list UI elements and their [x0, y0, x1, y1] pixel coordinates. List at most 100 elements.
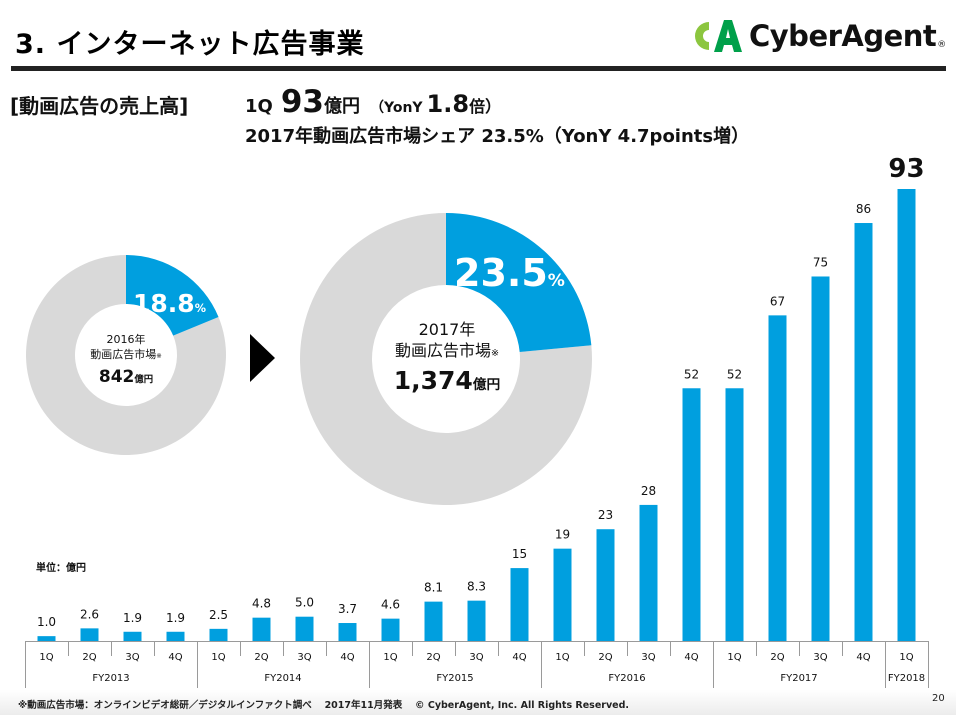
- donut-rest-slice: [300, 213, 592, 505]
- note-mark: ※: [156, 352, 162, 360]
- donut-rest-slice: [26, 255, 226, 455]
- title-divider: [11, 66, 946, 71]
- bar: [553, 548, 572, 641]
- quarter-tick-label: 3Q: [641, 652, 655, 663]
- bar-value-label: 93: [888, 154, 924, 184]
- bar: [123, 631, 142, 641]
- fiscal-year-label: FY2018: [888, 673, 925, 684]
- quarter-tick-label: 4Q: [684, 652, 698, 663]
- donut-year: 2016年: [106, 333, 146, 346]
- quarter-tick-label: 2Q: [254, 652, 268, 663]
- quarter-tick-label: 1Q: [383, 652, 397, 663]
- bar: [338, 623, 357, 641]
- donut-share-label-2016: 18.8%: [133, 289, 206, 318]
- quarter-tick-label: 4Q: [512, 652, 526, 663]
- bar-value-label: 4.8: [252, 597, 271, 611]
- donut-chart-2017: [300, 213, 592, 505]
- bar-value-label: 8.1: [424, 581, 443, 595]
- quarter-tick-label: 3Q: [813, 652, 827, 663]
- triangle-right-icon: [250, 334, 275, 382]
- bar-value-label: 1.9: [123, 611, 142, 625]
- bar: [725, 388, 744, 641]
- bar-value-label: 8.3: [467, 580, 486, 594]
- bar: [768, 315, 787, 641]
- cyberagent-logo: CyberAgent ®: [687, 14, 946, 58]
- market-text: 動画広告市場: [394, 341, 491, 360]
- fiscal-year-label: FY2013: [92, 673, 129, 684]
- headline-market-share: 2017年動画広告市場シェア 23.5%（YonY 4.7points増）: [245, 126, 750, 147]
- note-mark: ※: [490, 348, 500, 359]
- value-text: 1,374: [393, 366, 473, 395]
- bar-value-label: 1.0: [37, 615, 56, 629]
- page-title: 3. インターネット広告事業: [15, 29, 365, 60]
- headline-yoy-value: 1.8: [426, 90, 470, 118]
- quarter-tick-label: 1Q: [39, 652, 53, 663]
- bar-value-label: 1.9: [166, 611, 185, 625]
- bar: [80, 628, 99, 641]
- value-unit: 億円: [134, 374, 154, 385]
- value-text: 842: [98, 367, 135, 387]
- bar: [811, 276, 830, 641]
- bar-value-label: 3.7: [338, 602, 357, 616]
- bar: [166, 631, 185, 641]
- bar-value-label: 4.6: [381, 598, 400, 612]
- bar: [682, 388, 701, 641]
- quarter-tick-label: 1Q: [727, 652, 741, 663]
- bar-value-label: 86: [856, 202, 871, 216]
- donut-market-label: 動画広告市場※: [372, 340, 522, 364]
- bar-value-label: 19: [555, 528, 570, 542]
- logo-text: CyberAgent: [749, 19, 937, 53]
- quarter-tick-label: 4Q: [168, 652, 182, 663]
- quarter-tick-label: 2Q: [598, 652, 612, 663]
- section-label: [動画広告の売上高]: [10, 94, 189, 118]
- quarter-tick-label: 1Q: [555, 652, 569, 663]
- donut-market-label: 動画広告市場※: [66, 347, 186, 364]
- quarter-tick-label: 2Q: [426, 652, 440, 663]
- donut-market-value: 842億円: [66, 367, 186, 387]
- footer-background: [0, 690, 956, 715]
- page-number: 20: [932, 693, 945, 704]
- bar: [510, 568, 529, 641]
- donut-chart-2016: [26, 255, 226, 455]
- footnote: ※動画広告市場：オンラインビデオ総研／デジタルインファクト調べ 2017年11月…: [18, 700, 629, 711]
- donut-center-2017: 2017年 動画広告市場※ 1,374億円: [372, 319, 522, 396]
- share-value: 23.5: [454, 251, 548, 295]
- share-symbol: %: [547, 271, 565, 291]
- bar-value-label: 2.6: [80, 607, 99, 621]
- headline-yoy-unit: 倍）: [469, 97, 502, 116]
- bar: [381, 618, 400, 641]
- bar-value-label: 67: [770, 294, 785, 308]
- bar-value-label: 52: [727, 367, 742, 381]
- share-value: 18.8: [133, 289, 195, 318]
- donut-share-label-2017: 23.5%: [454, 251, 565, 295]
- bar: [424, 601, 443, 641]
- quarter-tick-label: 3Q: [125, 652, 139, 663]
- headline-yoy-label: （YonY: [369, 100, 423, 116]
- fiscal-year-label: FY2014: [264, 673, 301, 684]
- quarter-tick-label: 4Q: [340, 652, 354, 663]
- quarter-tick-label: 1Q: [211, 652, 225, 663]
- quarter-tick-label: 3Q: [297, 652, 311, 663]
- bar: [639, 504, 658, 641]
- donut-share-slice: [446, 213, 592, 353]
- quarter-tick-label: 2Q: [82, 652, 96, 663]
- donut-market-value: 1,374億円: [372, 368, 522, 396]
- donut-year: 2017年: [418, 320, 476, 339]
- bar-value-label: 5.0: [295, 596, 314, 610]
- donut-center-2016: 2016年 動画広告市場※ 842億円: [66, 332, 186, 387]
- fiscal-year-label: FY2017: [780, 673, 817, 684]
- headline-value: 93: [280, 84, 324, 120]
- quarter-tick-label: 3Q: [469, 652, 483, 663]
- headline-revenue: 1Q 93 億円 （YonY 1.8 倍）: [245, 84, 501, 120]
- bar-value-label: 28: [641, 484, 656, 498]
- fiscal-year-label: FY2015: [436, 673, 473, 684]
- bar-value-label: 15: [512, 547, 527, 561]
- market-text: 動画広告市場: [90, 348, 157, 361]
- quarter-tick-label: 2Q: [770, 652, 784, 663]
- bar: [252, 617, 271, 641]
- quarter-tick-label: 1Q: [899, 652, 913, 663]
- bar-value-label: 75: [813, 255, 828, 269]
- headline-value-unit: 億円: [323, 96, 360, 117]
- donut-share-slice: [126, 255, 219, 336]
- bar: [854, 223, 873, 642]
